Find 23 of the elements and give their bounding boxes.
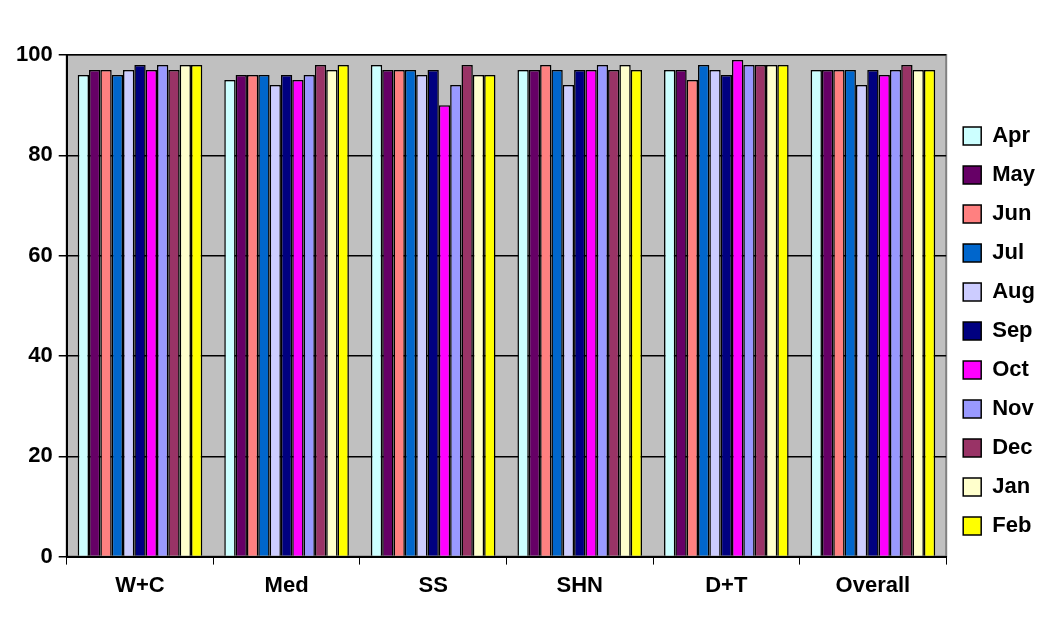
x-tick-label: Med (264, 571, 309, 597)
y-tick-label: 40 (28, 342, 53, 368)
x-tick-label: D+T (705, 571, 748, 597)
x-tick-label: SS (418, 571, 448, 597)
legend-label: Jun (992, 200, 1032, 226)
x-tick-label: SHN (556, 571, 603, 597)
legend-label: Feb (992, 512, 1032, 538)
legend-label: Apr (992, 122, 1031, 148)
legend-label: Sep (992, 317, 1033, 343)
legend-label: Jul (992, 239, 1024, 265)
legend-label: May (992, 161, 1036, 187)
y-tick-label: 20 (28, 442, 53, 468)
y-tick-label: 60 (28, 241, 53, 267)
legend-label: Jan (992, 473, 1031, 499)
x-tick-label: Overall (835, 571, 911, 597)
y-tick-label: 100 (15, 41, 53, 67)
legend-label: Dec (992, 434, 1033, 460)
legend-label: Oct (992, 356, 1030, 382)
y-tick-label: 0 (40, 542, 53, 568)
legend-label: Aug (992, 278, 1035, 304)
y-tick-label: 80 (28, 141, 53, 167)
x-tick-label: W+C (115, 571, 165, 597)
legend-label: Nov (992, 395, 1035, 421)
